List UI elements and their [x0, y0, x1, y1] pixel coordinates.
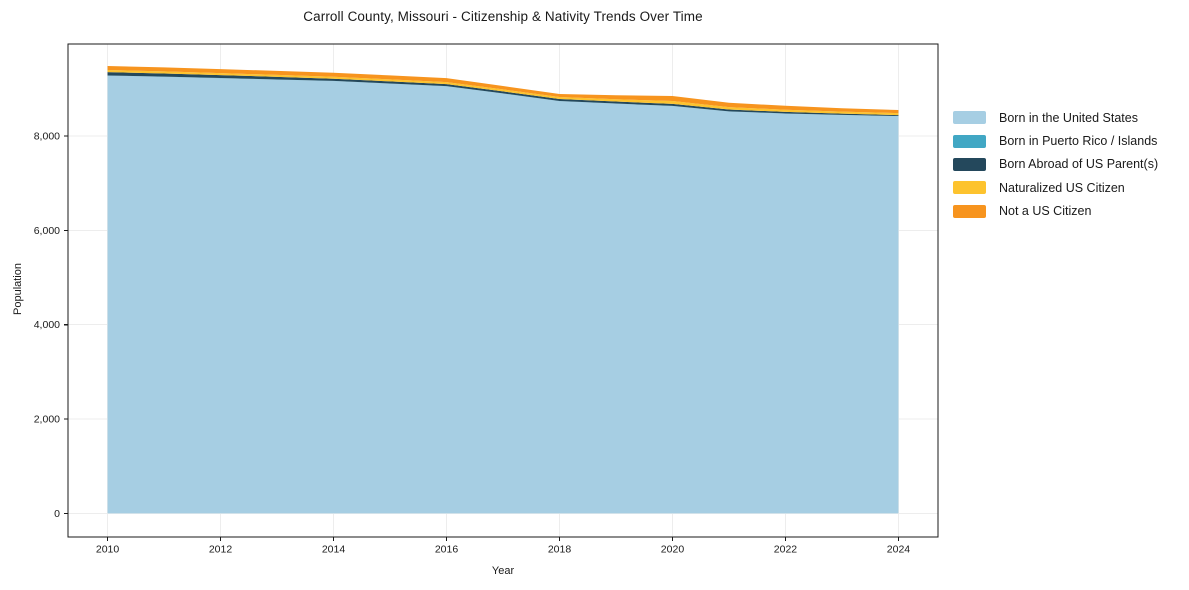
- legend-label: Born in the United States: [999, 110, 1138, 125]
- y-tick-label: 0: [54, 508, 60, 520]
- legend-swatch-icon: [953, 111, 986, 125]
- legend-item-3: Naturalized US Citizen: [953, 176, 1158, 199]
- x-tick-label: 2022: [774, 544, 798, 556]
- legend-item-1: Born in Puerto Rico / Islands: [953, 129, 1158, 152]
- x-tick-label: 2012: [209, 544, 233, 556]
- legend-swatch-icon: [953, 204, 986, 218]
- x-tick-label: 2024: [887, 544, 911, 556]
- y-axis-label: Population: [12, 263, 24, 315]
- chart-title: Carroll County, Missouri - Citizenship &…: [303, 9, 703, 24]
- plot-border: [67, 43, 939, 538]
- legend-swatch-icon: [953, 134, 986, 148]
- y-tick-label: 8,000: [34, 130, 60, 142]
- legend-label: Born Abroad of US Parent(s): [999, 157, 1159, 172]
- legend-label: Naturalized US Citizen: [999, 180, 1125, 195]
- legend-item-2: Born Abroad of US Parent(s): [953, 153, 1158, 176]
- legend-label: Born in Puerto Rico / Islands: [999, 134, 1158, 149]
- legend-item-0: Born in the United States: [953, 106, 1158, 129]
- y-tick-label: 6,000: [34, 225, 60, 237]
- y-tick-label: 2,000: [34, 414, 60, 426]
- legend-label: Not a US Citizen: [999, 204, 1092, 219]
- x-tick-label: 2018: [548, 544, 572, 556]
- x-tick-label: 2020: [661, 544, 685, 556]
- legend-swatch-icon: [953, 157, 986, 171]
- area-series-0: [107, 75, 899, 514]
- x-tick-label: 2016: [435, 544, 459, 556]
- area-series-4: [107, 66, 899, 114]
- x-tick-label: 2010: [96, 544, 120, 556]
- legend-item-4: Not a US Citizen: [953, 200, 1158, 223]
- y-tick-label: 4,000: [34, 319, 60, 331]
- area-series-2: [107, 72, 899, 117]
- legend-swatch-icon: [953, 181, 986, 195]
- x-tick-label: 2014: [322, 544, 346, 556]
- legend: Born in the United States Born in Puerto …: [953, 106, 1158, 223]
- x-axis-label: Year: [491, 565, 515, 577]
